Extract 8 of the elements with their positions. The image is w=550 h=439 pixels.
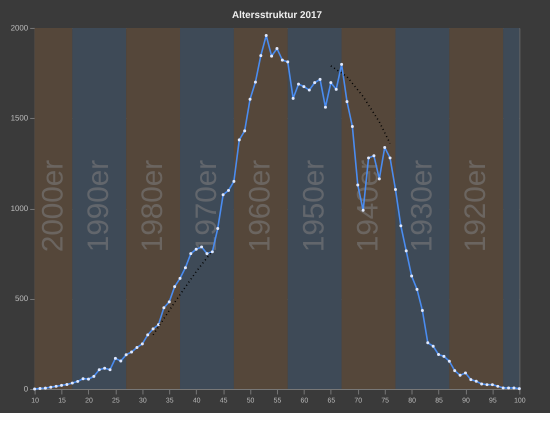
y-tick-label: 1000 [10,204,29,213]
y-tick-label: 1500 [10,114,29,123]
y-tick-label: 0 [24,384,29,394]
line-series [152,250,214,336]
line-series [330,65,391,144]
y-tick-label: 2000 [10,23,29,32]
y-tick-label: 500 [14,294,29,304]
chart-title: Altersstruktur 2017 [232,10,322,22]
